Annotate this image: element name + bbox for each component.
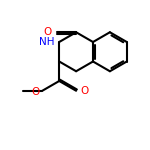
Text: O: O [31, 87, 39, 97]
Text: NH: NH [39, 37, 55, 47]
Text: O: O [81, 86, 89, 96]
Text: O: O [44, 27, 52, 37]
